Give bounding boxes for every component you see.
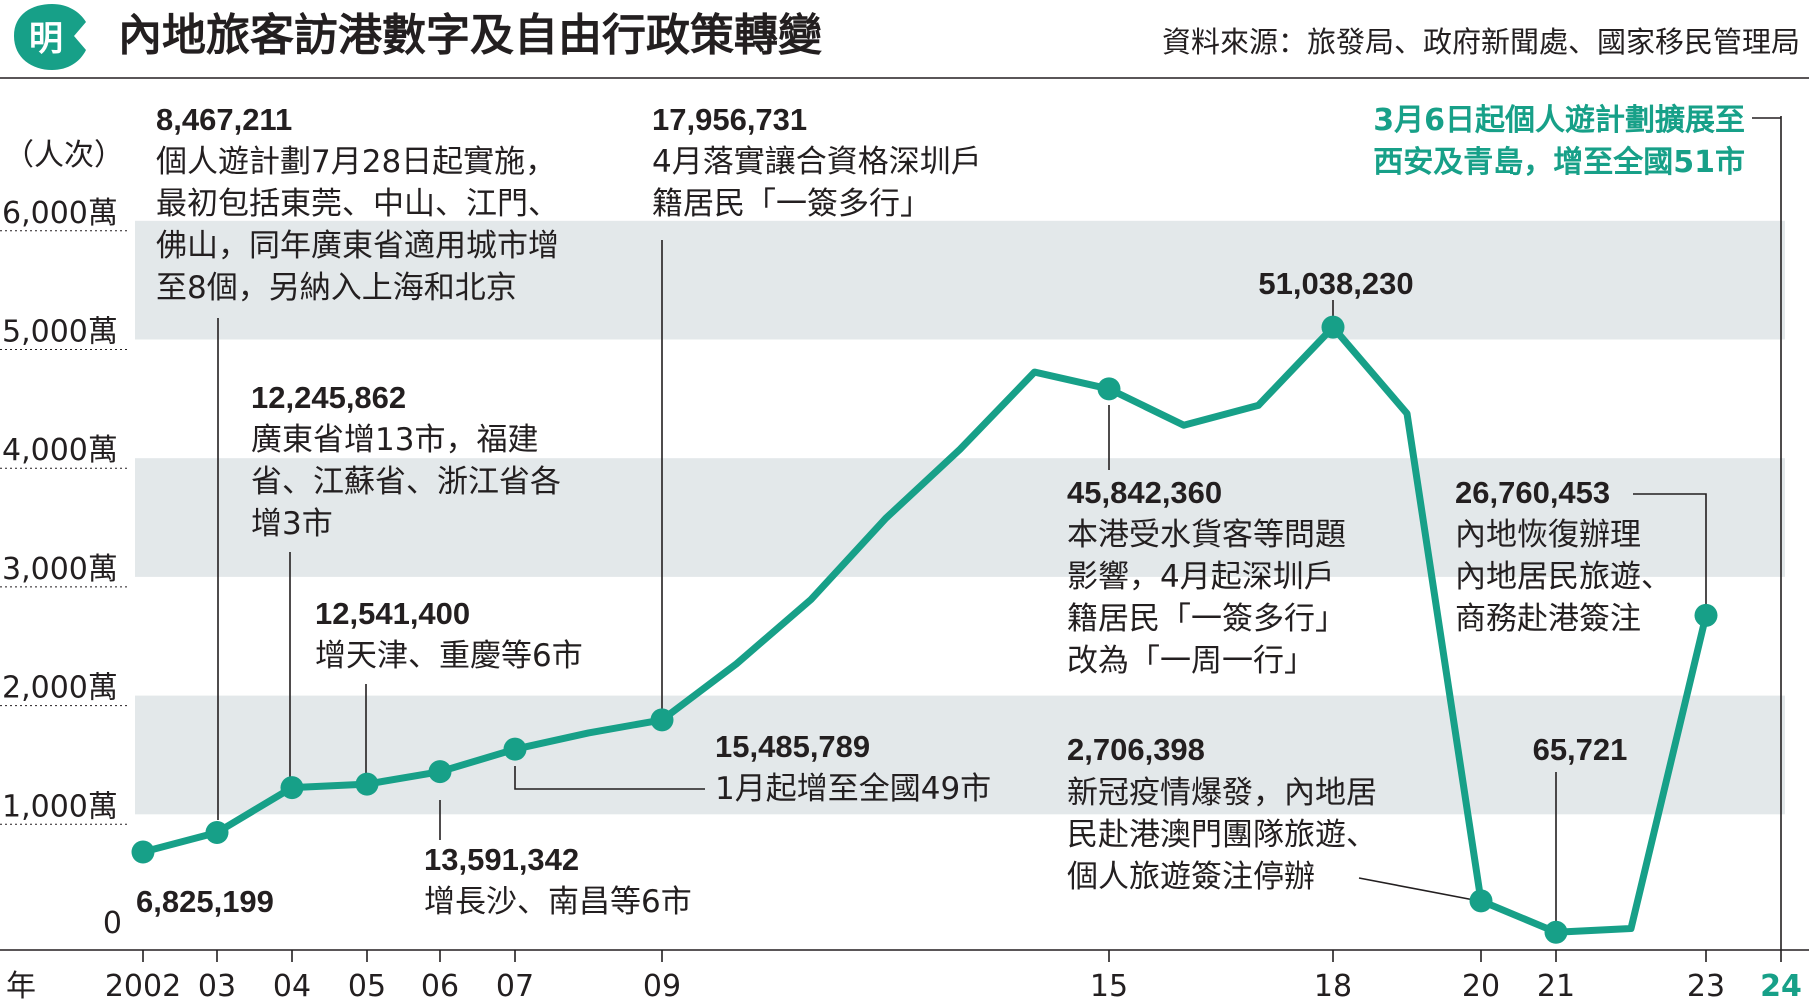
x-tick-label-09: 09 xyxy=(643,969,681,1001)
gridband-3 xyxy=(135,220,1785,340)
data-label-2003: 8,467,211 xyxy=(156,102,292,137)
annotation-text-2005-1: 增天津、重慶等6市 xyxy=(315,638,583,674)
data-point-2003 xyxy=(205,820,229,844)
annotation-text-2004-1: 廣東省增13市，福建 xyxy=(251,422,538,458)
gridband-group xyxy=(135,220,1785,815)
series-group xyxy=(131,315,1718,944)
x-tick-label-06: 06 xyxy=(421,969,459,1001)
x-tick-label-20: 20 xyxy=(1462,969,1500,1001)
data-label-2007: 15,485,789 xyxy=(715,729,870,764)
gridband-1 xyxy=(135,695,1785,815)
callout-2024-text-1: 3月6日起個人遊計劃擴展至 xyxy=(1373,103,1745,138)
data-point-2018 xyxy=(1321,315,1345,339)
annotation-text-2003-1: 個人遊計劃7月28日起實施， xyxy=(156,144,556,180)
data-point-2009 xyxy=(650,708,674,732)
annotation-text-2015-3: 籍居民「一簽多行」 xyxy=(1067,601,1346,637)
y-tick-label-0: 0 xyxy=(103,906,122,941)
data-label-2009: 17,956,731 xyxy=(652,102,807,137)
data-point-2021 xyxy=(1544,920,1568,944)
x-tick-label-07: 07 xyxy=(496,969,534,1001)
data-label-2021: 65,721 xyxy=(1533,732,1628,767)
data-label-2005: 12,541,400 xyxy=(315,596,470,631)
data-point-2004 xyxy=(280,776,304,800)
y-tick-label-6: 6,000萬 xyxy=(2,196,118,231)
x-tick-label-15: 15 xyxy=(1090,969,1128,1001)
y-tick-label-2: 2,000萬 xyxy=(2,671,118,706)
annotation-text-2009-1: 4月落實讓合資格深圳戶 xyxy=(652,144,982,180)
annotation-text-2004-3: 增3市 xyxy=(251,506,333,542)
data-point-2005 xyxy=(355,772,379,796)
annotation-text-2020-2: 民赴港澳門團隊旅遊、 xyxy=(1067,817,1377,853)
gridband-2 xyxy=(135,458,1785,577)
leader-line-2020 xyxy=(1358,877,1475,901)
annotation-text-2006-1: 增長沙、南昌等6市 xyxy=(424,884,692,920)
leader-line-group xyxy=(217,117,1781,930)
data-label-2023: 26,760,453 xyxy=(1455,475,1610,510)
logo: 明 xyxy=(14,4,86,70)
y-unit-label: （人次） xyxy=(4,138,124,173)
annotation-text-2015-4: 改為「一周一行」 xyxy=(1067,643,1315,679)
x-tick-label-04: 04 xyxy=(273,969,311,1001)
annotation-text-2023-3: 商務赴港簽注 xyxy=(1455,601,1641,637)
annotation-text-2009-2: 籍居民「一簽多行」 xyxy=(652,186,931,222)
leader-line-2023 xyxy=(1633,493,1707,608)
data-label-2015: 45,842,360 xyxy=(1067,475,1222,510)
data-point-2006 xyxy=(428,760,452,784)
data-label-2018: 51,038,230 xyxy=(1258,266,1413,301)
data-point-2020 xyxy=(1469,889,1493,913)
annotation-text-2023-2: 內地居民旅遊、 xyxy=(1455,559,1672,595)
data-point-2007 xyxy=(503,737,527,761)
x-unit-label: 年 xyxy=(6,969,36,1001)
data-label-2004: 12,245,862 xyxy=(251,380,406,415)
x-tick-label-2002: 2002 xyxy=(105,969,181,1001)
x-tick-label-18: 18 xyxy=(1314,969,1352,1001)
data-label-2002: 6,825,199 xyxy=(136,884,274,919)
annotation-text-2015-2: 影響，4月起深圳戶 xyxy=(1067,559,1335,595)
data-label-2020: 2,706,398 xyxy=(1067,732,1205,767)
y-axis: （人次） 0 1,000萬 2,000萬 3,000萬 4,000萬 5,000萬 6,000… xyxy=(0,116,1782,950)
annotation-group: 8,467,211 個人遊計劃7月28日起實施， 最初包括東莞、中山、江門、佛山，同… xyxy=(136,102,1745,920)
data-point-2023 xyxy=(1694,603,1718,627)
data-label-2006: 13,591,342 xyxy=(424,842,579,877)
y-tick-label-1: 1,000萬 xyxy=(2,789,118,824)
logo-badge-icon xyxy=(14,4,86,70)
annotation-text-2003-4: 至8個，另納入上海和北京 xyxy=(156,270,517,306)
annotation-text-2020-3: 個人旅遊簽注停辦 xyxy=(1067,859,1315,895)
data-point-2002 xyxy=(131,840,155,864)
x-tick-label-21: 21 xyxy=(1537,969,1575,1001)
logo-char: 明 xyxy=(29,19,63,59)
source-note: 資料來源：旅發局、政府新聞處、國家移民管理局 xyxy=(1162,25,1800,59)
leader-line-2007 xyxy=(514,766,705,790)
annotation-text-2007-1: 1月起增至全國49市 xyxy=(715,771,991,807)
x-tick-label-03: 03 xyxy=(198,969,236,1001)
annotation-text-2004-2: 省、江蘇省、浙江省各 xyxy=(251,464,561,500)
page-title: 內地旅客訪港數字及自由行政策轉變 xyxy=(118,10,822,61)
annotation-text-2003-3: 佛山，同年廣東省適用城市增 xyxy=(156,228,559,264)
x-tick-label-24: 24 xyxy=(1760,969,1802,1001)
x-axis: 年 2002 03 04 05 06 07 09 15 18 20 21 23 24 xyxy=(0,949,1809,1001)
callout-2024-text-2: 西安及青島，增至全國51市 xyxy=(1373,145,1745,180)
annotation-text-2020-1: 新冠疫情爆發，內地居 xyxy=(1067,775,1377,811)
series-line xyxy=(139,323,1710,936)
annotation-text-2003-2: 最初包括東莞、中山、江門、 xyxy=(156,186,559,222)
x-tick-label-23: 23 xyxy=(1687,969,1725,1001)
x-tick-label-05: 05 xyxy=(348,969,386,1001)
y-tick-label-5: 5,000萬 xyxy=(2,315,118,350)
y-tick-label-3: 3,000萬 xyxy=(2,552,118,587)
annotation-text-2015-1: 本港受水貨客等問題 xyxy=(1067,517,1346,553)
data-point-2015 xyxy=(1097,377,1121,401)
annotation-text-2023-1: 內地恢復辦理 xyxy=(1455,517,1641,553)
y-tick-label-4: 4,000萬 xyxy=(2,433,118,468)
